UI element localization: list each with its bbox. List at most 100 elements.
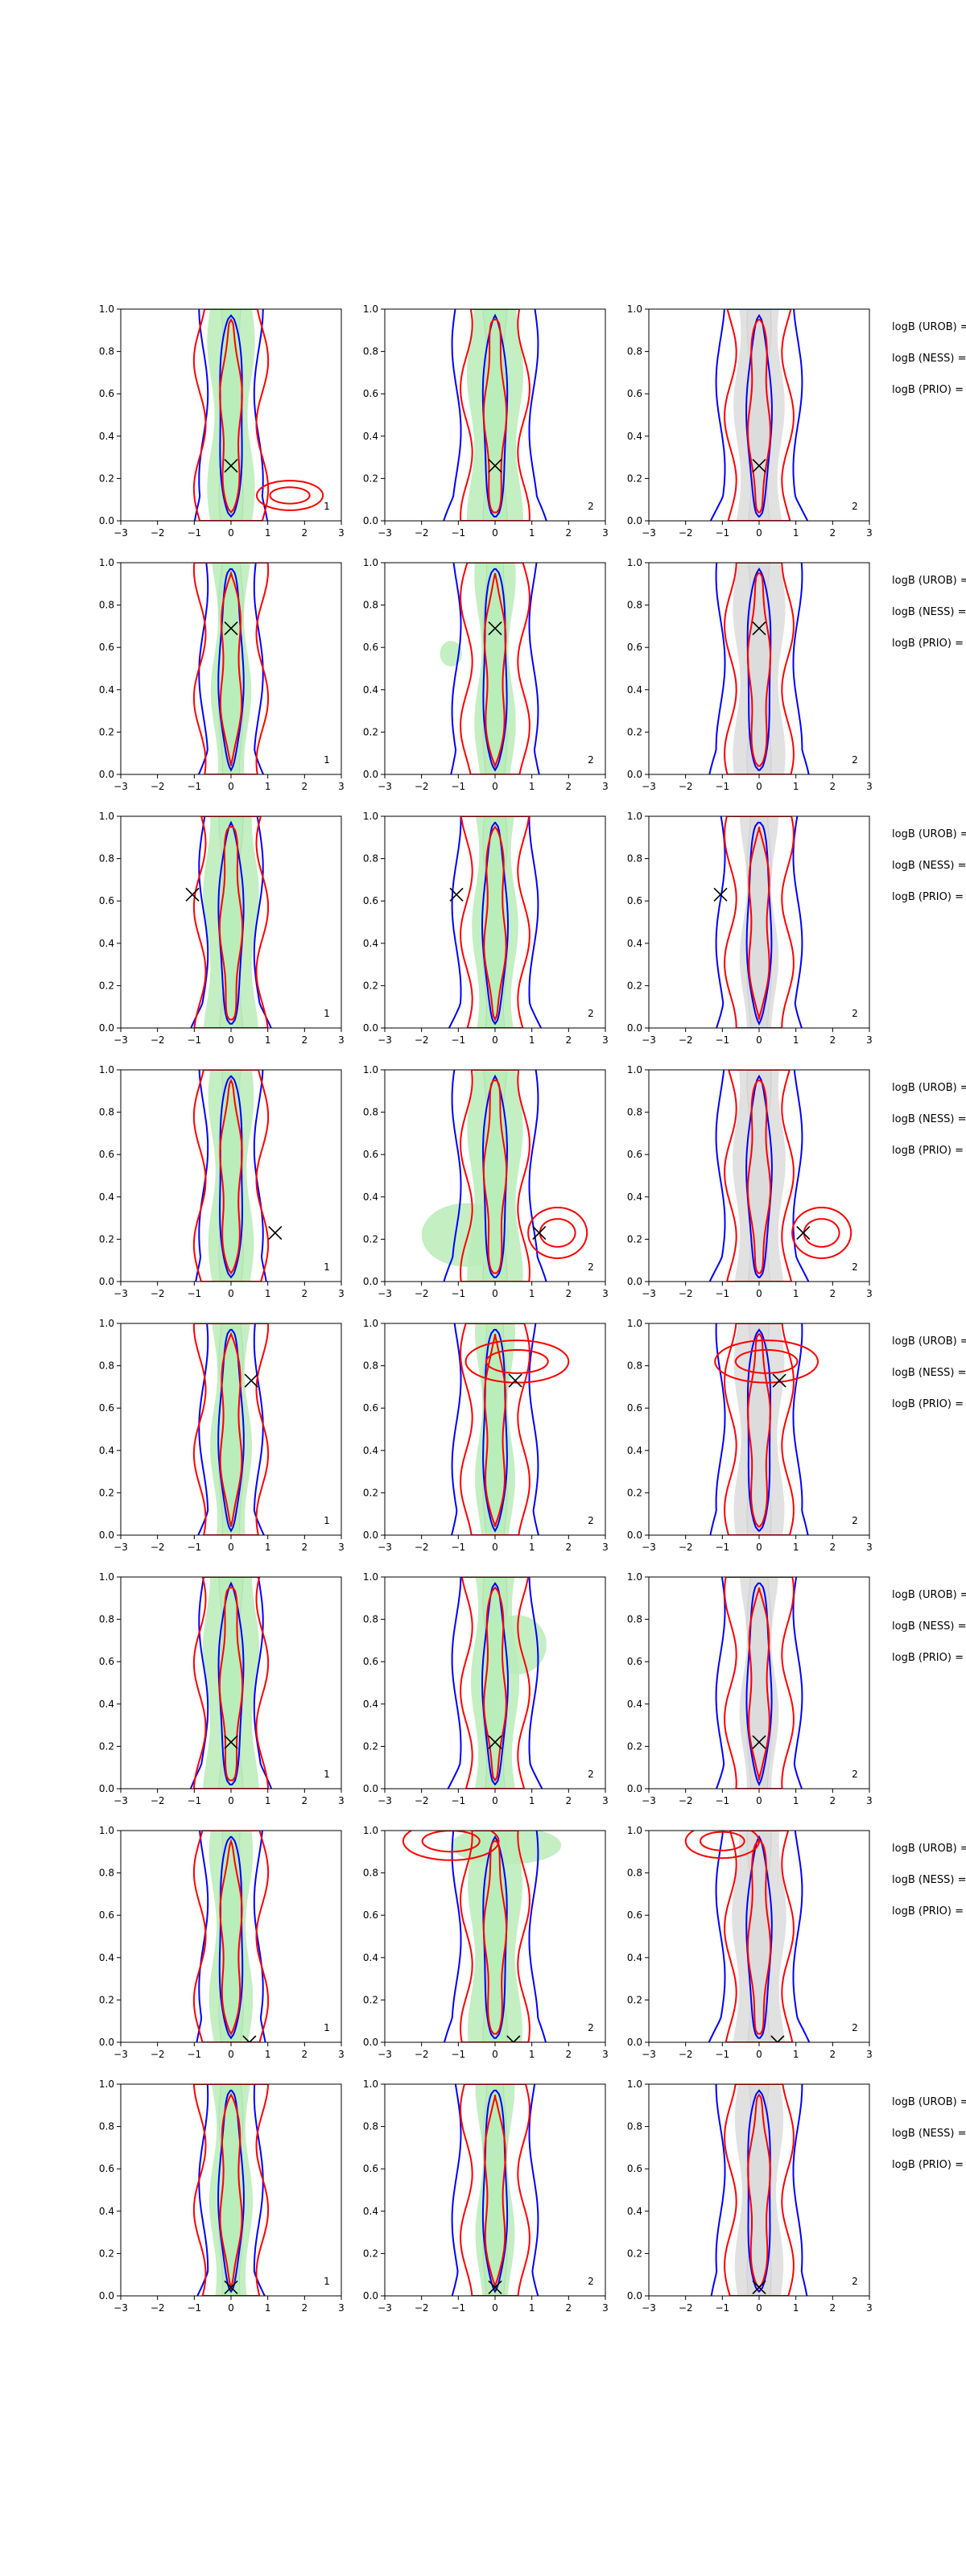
blue-contour-outer [196,2084,266,2296]
side-label: logB (UROB) = [892,1589,966,1601]
y-tick-label: 0.0 [99,1022,114,1034]
x-tick-label: −3 [378,781,392,792]
x-tick-label: −3 [378,527,392,539]
blue-contour-outer [451,2084,539,2296]
x-tick-label: 3 [338,527,345,539]
subplot-r2-c1: −3 −2 −1 0 1 2 3 0.0 0.2 0.4 0.6 0.8 1.0 1 [99,557,345,792]
x-tick-label: −1 [187,781,201,792]
red-contour-lobe-inner [699,1831,745,1852]
blue-contour-inner [745,1582,773,1787]
corner-label: 2 [852,1261,858,1273]
x-tick-label: 1 [793,1034,799,1046]
blue-contour-outer [708,1831,811,2042]
corner-label: 1 [324,1515,330,1526]
y-tick-label: 0.8 [627,1360,642,1372]
x-tick-label: −1 [715,781,729,792]
red-contour-lobe [255,479,324,511]
y-tick-label: 0.6 [627,1656,642,1667]
x-tick-label: 0 [228,2049,234,2060]
blue-contour-inner [482,1074,508,1278]
blue-contour-outer [189,1577,273,1789]
x-tick-label: 0 [756,527,762,539]
corner-label: 2 [588,2022,594,2033]
x-tick-label: −3 [378,1288,392,1299]
x-tick-label: 2 [566,527,572,539]
red-contour-outer [460,816,530,1028]
x-tick-label: 2 [302,2302,308,2314]
blue-contour-outer [190,816,272,1028]
corner-label: 1 [324,2276,330,2287]
y-tick-label: 0.8 [99,2121,114,2132]
blue-contour-inner [746,568,772,771]
x-tick-label: −2 [679,1034,693,1046]
density-fill-inner [746,309,772,521]
x-tick-label: −2 [679,781,693,792]
blue-contour-inner [482,1835,508,2039]
red-contour-lobe-inner [803,1218,840,1248]
x-tick-label: −3 [114,2049,128,2060]
x-tick-label: 3 [866,1034,873,1046]
x-tick-label: −2 [151,781,165,792]
x-tick-label: 0 [492,527,498,539]
side-label: logB (UROB) = [892,575,966,587]
x-tick-label: −3 [114,1795,128,1806]
density-fill-blob [440,641,462,667]
truth-marker [772,1373,786,1388]
x-tick-label: 0 [228,527,234,539]
x-tick-label: 2 [302,1288,308,1299]
truth-marker [224,459,238,473]
side-label: logB (PRIO) = [892,638,964,650]
corner-label: 2 [852,1769,858,1780]
y-tick-label: 0.4 [99,2206,114,2217]
corner-label: 2 [852,2022,858,2033]
red-contour-lobe [714,1339,819,1384]
x-tick-label: −2 [151,1795,165,1806]
red-contour-inner [747,1333,771,1528]
red-contour-lobe-inner [734,1348,799,1374]
y-tick-label: 0.8 [627,853,642,865]
y-tick-label: 1.0 [99,1571,114,1583]
x-tick-label: 0 [756,1795,762,1806]
subplot-r3-c1: −3 −2 −1 0 1 2 3 0.0 0.2 0.4 0.6 0.8 1.0 1 [99,811,345,1046]
red-contour-outer [192,1577,270,1789]
x-tick-label: 1 [793,2302,799,2314]
y-tick-label: 0.2 [627,1994,642,2005]
blue-contour-inner [482,1328,508,1533]
x-tick-label: 0 [492,1034,498,1046]
y-tick-label: 0.4 [363,2206,378,2217]
y-tick-label: 0.0 [627,2290,642,2301]
x-tick-label: −3 [378,1034,392,1046]
y-tick-label: 0.8 [627,600,642,611]
red-contour-outer [460,563,530,774]
subplot-r6-c2: −3 −2 −1 0 1 2 3 0.0 0.2 0.4 0.6 0.8 1.0 2 [363,1571,609,1806]
blue-contour-inner [481,2089,509,2293]
x-tick-label: 0 [492,2049,498,2060]
corner-label: 2 [588,1261,594,1273]
y-tick-label: 0.2 [363,2248,378,2259]
y-tick-label: 0.8 [99,1868,114,1879]
subplot-r5-c3: −3 −2 −1 0 1 2 3 0.0 0.2 0.4 0.6 0.8 1.0 2 [627,1318,873,1553]
x-tick-label: 0 [756,1034,762,1046]
x-tick-label: −3 [114,1542,128,1553]
x-tick-label: 3 [866,2049,873,2060]
truth-marker [488,621,502,636]
y-tick-label: 0.6 [363,1656,378,1667]
x-tick-label: −2 [151,2049,165,2060]
y-tick-label: 0.4 [627,684,642,696]
x-tick-label: 2 [830,1542,836,1553]
side-label: logB (PRIO) = [892,2159,964,2171]
y-tick-label: 0.4 [99,1191,114,1203]
y-tick-label: 0.8 [627,2121,642,2132]
y-tick-label: 0.0 [363,1783,378,1794]
y-tick-label: 1.0 [99,303,114,315]
x-tick-label: 2 [566,2049,572,2060]
x-tick-label: 3 [338,2049,345,2060]
corner-label: 2 [852,754,858,766]
red-contour-inner [219,570,243,766]
density-fill-inner [482,1577,508,1789]
subplot-r1-c2: −3 −2 −1 0 1 2 3 0.0 0.2 0.4 0.6 0.8 1.0 2 [363,303,609,539]
density-fill-inner [482,563,508,774]
red-contour-inner [482,1080,508,1274]
x-tick-label: 2 [566,1542,572,1553]
truth-marker [752,621,766,636]
